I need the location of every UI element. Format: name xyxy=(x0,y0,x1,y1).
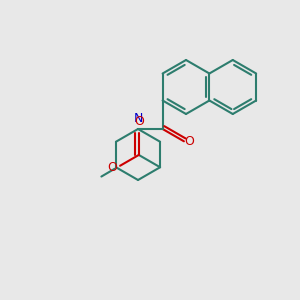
Text: O: O xyxy=(184,135,194,148)
Text: O: O xyxy=(134,115,144,128)
Text: N: N xyxy=(133,112,143,125)
Text: O: O xyxy=(107,161,117,174)
